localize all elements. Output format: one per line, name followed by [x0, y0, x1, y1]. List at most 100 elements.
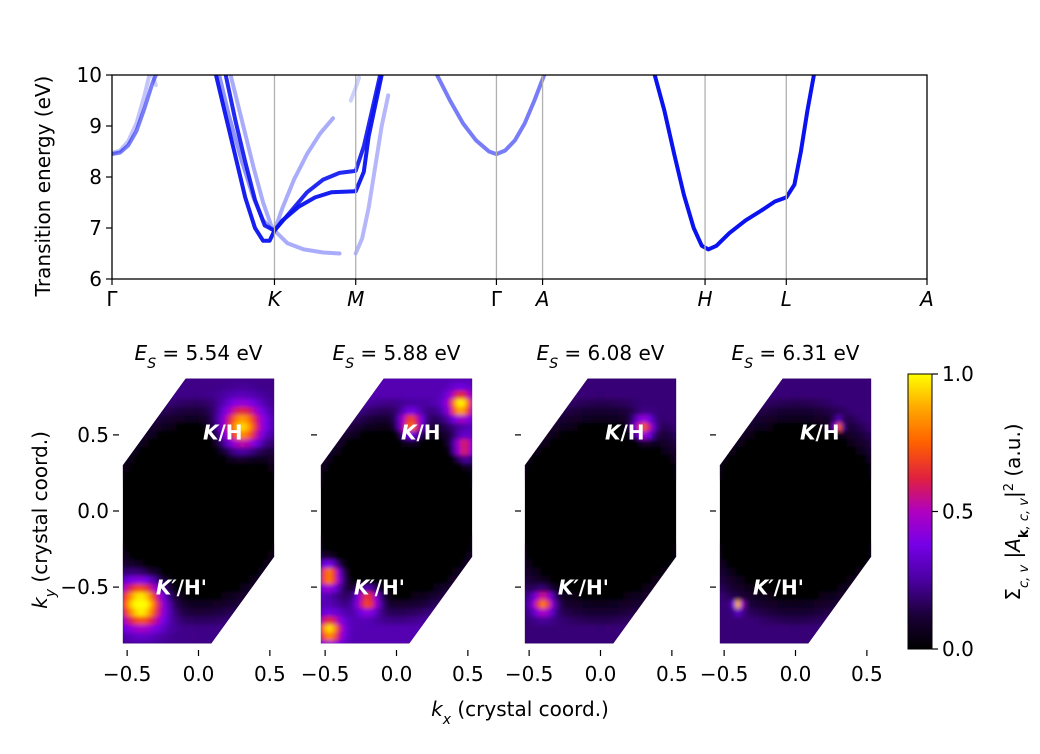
heatmap-cell	[230, 390, 236, 399]
heatmap-cell	[244, 583, 250, 593]
heatmap-cell	[235, 454, 241, 464]
heatmap-cell	[433, 631, 439, 641]
heatmap-cell	[341, 438, 347, 448]
heatmap-cell	[554, 591, 560, 601]
heatmap-cell	[800, 599, 806, 609]
heatmap-cell	[410, 422, 416, 432]
heatmap-cell	[152, 639, 158, 644]
heatmap-cell	[563, 599, 569, 609]
heatmap-cell	[637, 382, 643, 391]
heatmap-cell	[855, 422, 861, 432]
heatmap-cell	[719, 446, 723, 456]
heatmap-cell	[846, 378, 852, 383]
heatmap-cell	[846, 438, 852, 448]
heatmap-cell	[524, 639, 528, 644]
heatmap-cell	[781, 398, 787, 407]
heatmap-cell	[267, 639, 273, 644]
heatmap-cell	[860, 583, 866, 593]
heatmap-cell	[753, 631, 760, 641]
heatmap-cell	[217, 414, 223, 423]
heatmap-cell	[198, 378, 204, 383]
heatmap-cell	[545, 591, 551, 601]
heatmap-cell	[235, 639, 241, 644]
heatmap-cell	[212, 406, 218, 415]
heatmap-cell	[442, 382, 448, 391]
heatmap-cell	[382, 398, 388, 407]
heatmap-cell	[744, 623, 750, 633]
heatmap-cell	[345, 575, 351, 585]
heatmap-cell	[814, 398, 820, 407]
heatmap-cell	[396, 607, 402, 617]
heatmap-cell	[133, 390, 140, 399]
heatmap-cell	[124, 623, 130, 633]
heatmap-cell	[207, 414, 213, 423]
heatmap-cell	[531, 607, 537, 617]
heatmap-cell	[730, 615, 737, 625]
heatmap-cell	[442, 438, 448, 448]
heatmap-cell	[221, 446, 227, 456]
heatmap-cell	[850, 631, 857, 641]
heatmap-cell	[456, 438, 462, 448]
heatmap-cell	[320, 639, 324, 644]
heatmap-cell	[669, 430, 675, 440]
heatmap-cell	[410, 430, 416, 440]
heatmap-cell	[345, 623, 351, 633]
heatmap-cell	[433, 422, 439, 432]
heatmap-cell	[864, 438, 870, 448]
heatmap-cell	[456, 430, 462, 440]
heatmap-cell	[166, 615, 172, 625]
heatmap-cell	[354, 631, 361, 641]
heatmap-cell	[156, 575, 163, 585]
heatmap-cell	[582, 631, 588, 641]
heatmap-cell	[549, 591, 555, 601]
heatmap-cell	[354, 615, 361, 625]
heatmap-cell	[563, 607, 569, 617]
heatmap-cell	[331, 378, 338, 383]
heatmap-cell	[563, 591, 569, 601]
heatmap-cell	[263, 390, 269, 399]
heatmap-cell	[415, 390, 421, 399]
heatmap-cell	[267, 615, 273, 625]
colorbar-gradient	[907, 373, 933, 650]
heatmap-cell	[841, 607, 847, 617]
heatmap-cell	[161, 599, 167, 609]
heatmap-cell	[253, 398, 260, 407]
heatmap-cell	[531, 398, 537, 407]
heatmap-cell	[249, 438, 255, 448]
heatmap-cell	[855, 583, 861, 593]
heatmap-cell	[809, 615, 815, 625]
heatmap-cell	[207, 382, 213, 391]
heatmap-cell	[855, 575, 861, 585]
heatmap-cell	[744, 422, 750, 432]
heatmap-cell	[461, 430, 467, 440]
heatmap-cell	[809, 406, 815, 415]
heatmap-cell	[804, 414, 810, 423]
heatmap-cell	[161, 414, 167, 423]
heatmap-cell	[660, 446, 666, 456]
heatmap-cell	[405, 438, 411, 448]
heatmap-cell	[790, 382, 797, 391]
heatmap-cell	[572, 422, 578, 432]
heatmap-cell	[152, 390, 158, 399]
heatmap-cell	[786, 631, 792, 641]
heatmap-cell	[156, 422, 163, 432]
heatmap-cell	[646, 406, 652, 415]
heatmap-cell	[442, 631, 448, 641]
heatmap-cell	[147, 430, 153, 440]
heatmap-cell	[156, 390, 163, 399]
heatmap-cell	[800, 631, 806, 641]
heatmap-cell	[122, 591, 126, 601]
heatmap-cell	[373, 422, 379, 432]
heatmap-cell	[244, 382, 250, 391]
heatmap-cell	[331, 591, 338, 601]
heatmap-cell	[572, 615, 578, 625]
heatmap-cell	[212, 422, 218, 432]
heatmap-cell	[855, 414, 861, 423]
heatmap-cell	[470, 623, 473, 633]
heatmap-cell	[221, 382, 227, 391]
heatmap-cell	[605, 623, 611, 633]
heatmap-cell	[586, 615, 592, 625]
heatmap-cell	[433, 430, 439, 440]
heatmap-cell	[823, 390, 829, 399]
heatmap-cell	[786, 639, 792, 644]
